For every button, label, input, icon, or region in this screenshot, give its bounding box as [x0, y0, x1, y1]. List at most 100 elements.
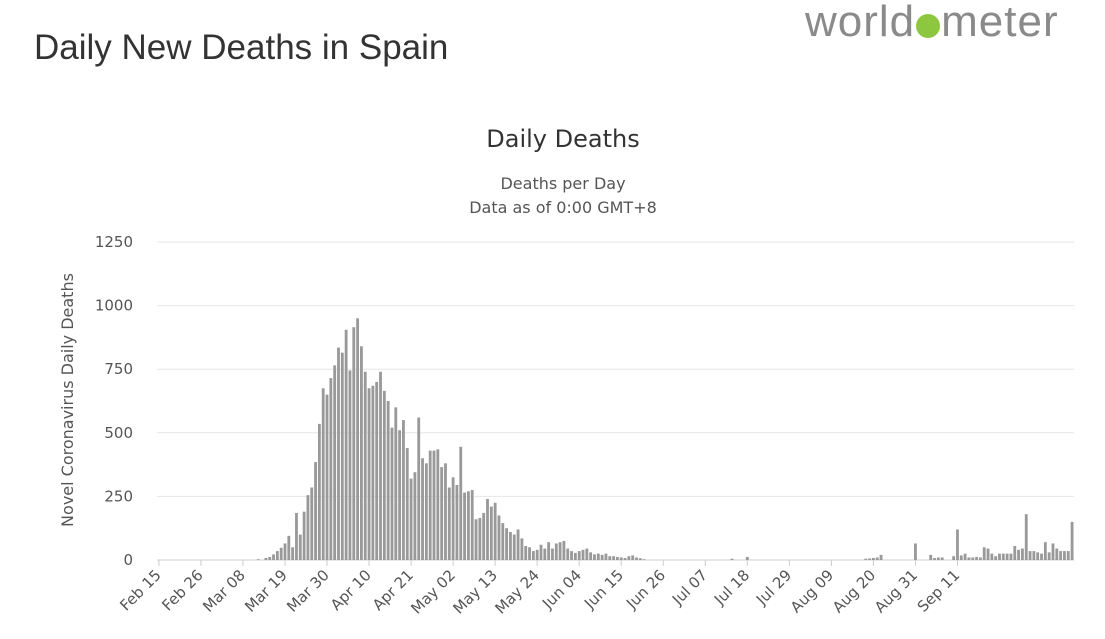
bar-day-76[interactable]: [447, 487, 451, 560]
bar-day-95[interactable]: [520, 538, 524, 560]
bar-day-189[interactable]: [879, 554, 883, 560]
bar-day-74[interactable]: [440, 467, 444, 560]
bar-day-45[interactable]: [329, 378, 333, 560]
bar-day-88[interactable]: [493, 502, 497, 560]
bar-day-56[interactable]: [371, 385, 375, 560]
bar-day-234[interactable]: [1051, 543, 1055, 560]
bar-day-81[interactable]: [466, 491, 470, 560]
bar-day-212[interactable]: [967, 557, 971, 560]
bar-day-96[interactable]: [524, 546, 528, 560]
bar-day-68[interactable]: [417, 417, 421, 560]
bar-day-40[interactable]: [310, 487, 314, 560]
worldometer-logo[interactable]: world meter: [805, 0, 1059, 44]
bar-day-111[interactable]: [581, 549, 585, 560]
bar-day-107[interactable]: [566, 548, 570, 560]
bar-day-224[interactable]: [1013, 546, 1017, 560]
bar-day-103[interactable]: [551, 548, 554, 560]
bar-day-52[interactable]: [356, 318, 360, 560]
bar-day-188[interactable]: [875, 557, 879, 560]
bar-day-110[interactable]: [577, 551, 581, 560]
bar-day-38[interactable]: [302, 511, 306, 560]
bar-day-120[interactable]: [616, 556, 619, 560]
bar-day-118[interactable]: [608, 556, 612, 560]
bar-day-222[interactable]: [1005, 553, 1009, 560]
bar-day-119[interactable]: [612, 556, 615, 560]
bar-day-48[interactable]: [340, 352, 344, 560]
bar-day-93[interactable]: [512, 534, 516, 560]
bar-day-219[interactable]: [994, 556, 998, 560]
bar-day-115[interactable]: [596, 553, 600, 560]
bar-day-77[interactable]: [451, 477, 455, 560]
bar-day-94[interactable]: [516, 529, 520, 560]
bar-day-233[interactable]: [1047, 552, 1051, 560]
bar-day-186[interactable]: [868, 558, 871, 560]
bar-day-61[interactable]: [390, 427, 394, 560]
bar-day-114[interactable]: [593, 554, 596, 560]
bar-day-210[interactable]: [959, 555, 963, 560]
bar-day-204[interactable]: [936, 557, 940, 560]
bar-day-208[interactable]: [952, 556, 956, 560]
bar-day-50[interactable]: [348, 370, 352, 560]
bar-day-125[interactable]: [635, 557, 638, 560]
bar-day-124[interactable]: [631, 555, 635, 560]
bar-day-154[interactable]: [745, 556, 749, 560]
bar-day-235[interactable]: [1055, 548, 1059, 560]
bar-day-117[interactable]: [604, 553, 608, 560]
bar-day-36[interactable]: [295, 512, 298, 560]
bar-day-67[interactable]: [413, 472, 417, 560]
bar-day-54[interactable]: [363, 371, 367, 560]
bar-day-187[interactable]: [871, 557, 875, 560]
bar-day-236[interactable]: [1059, 551, 1063, 560]
bar-day-108[interactable]: [570, 551, 573, 560]
bar-day-32[interactable]: [279, 547, 283, 560]
bar-day-69[interactable]: [421, 458, 424, 560]
bar-day-43[interactable]: [321, 388, 325, 560]
bar-day-220[interactable]: [998, 553, 1001, 560]
bar-day-214[interactable]: [975, 556, 978, 560]
bar-day-71[interactable]: [428, 450, 432, 560]
bar-day-237[interactable]: [1063, 551, 1066, 560]
bar-day-121[interactable]: [619, 557, 623, 560]
bar-day-82[interactable]: [470, 490, 474, 560]
bar-day-91[interactable]: [505, 528, 509, 560]
bar-day-109[interactable]: [573, 552, 577, 560]
bar-day-126[interactable]: [638, 558, 642, 560]
bar-day-100[interactable]: [539, 544, 543, 560]
bar-day-112[interactable]: [585, 548, 589, 560]
bar-day-228[interactable]: [1028, 551, 1032, 560]
bar-day-105[interactable]: [558, 542, 562, 560]
bar-day-89[interactable]: [497, 515, 501, 560]
bar-day-209[interactable]: [956, 529, 959, 560]
bar-day-64[interactable]: [402, 420, 405, 560]
bar-day-28[interactable]: [264, 557, 268, 560]
bar-day-215[interactable]: [978, 557, 982, 560]
bar-day-34[interactable]: [287, 535, 291, 560]
bar-day-239[interactable]: [1070, 521, 1074, 560]
bar-day-46[interactable]: [333, 365, 337, 560]
bar-day-101[interactable]: [543, 548, 547, 560]
bar-day-55[interactable]: [367, 388, 371, 560]
bar-day-123[interactable]: [627, 556, 631, 560]
bar-day-47[interactable]: [337, 347, 340, 560]
bar-day-51[interactable]: [352, 327, 356, 560]
bar-day-217[interactable]: [986, 548, 990, 560]
bar-day-225[interactable]: [1017, 549, 1021, 560]
bar-day-66[interactable]: [409, 478, 413, 560]
bar-day-59[interactable]: [382, 390, 386, 560]
bar-day-58[interactable]: [379, 371, 382, 560]
bar-day-62[interactable]: [394, 407, 398, 560]
bar-day-232[interactable]: [1043, 542, 1047, 560]
bar-day-83[interactable]: [474, 519, 478, 560]
bar-day-60[interactable]: [386, 401, 390, 560]
bar-day-90[interactable]: [501, 523, 505, 560]
bar-day-85[interactable]: [482, 512, 486, 560]
bar-day-211[interactable]: [963, 553, 967, 560]
bar-day-106[interactable]: [562, 540, 566, 560]
bar-day-44[interactable]: [325, 394, 329, 560]
bar-day-202[interactable]: [929, 554, 933, 560]
bar-day-223[interactable]: [1009, 553, 1013, 560]
bar-day-87[interactable]: [489, 506, 493, 560]
bar-day-80[interactable]: [463, 492, 466, 560]
bar-day-84[interactable]: [478, 518, 482, 560]
bar-day-72[interactable]: [432, 450, 436, 560]
